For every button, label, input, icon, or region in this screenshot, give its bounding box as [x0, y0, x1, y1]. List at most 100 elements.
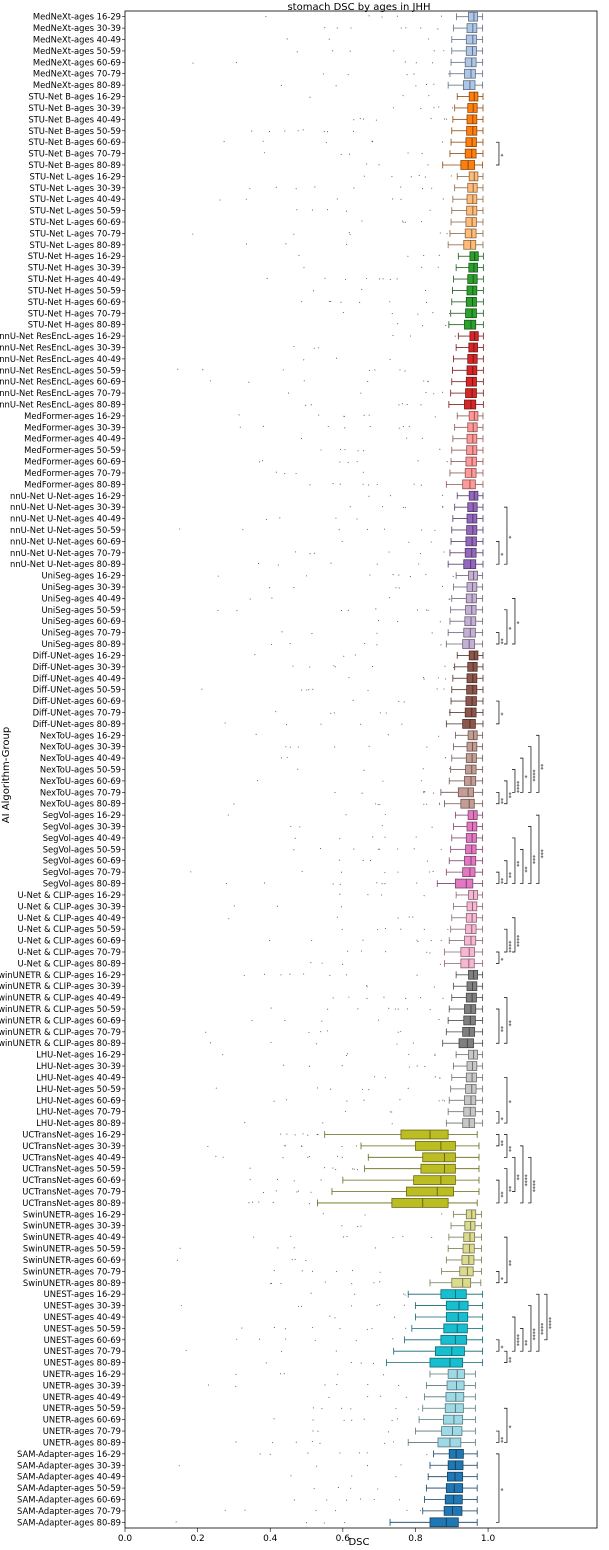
outlier-point [353, 848, 355, 850]
outlier-point [448, 73, 450, 75]
bracket-line [495, 1134, 500, 1147]
outlier-point [447, 928, 449, 930]
outlier-point [397, 848, 399, 850]
y-tick-label: MedNeXt-ages 40-49 [33, 35, 121, 45]
outlier-point [242, 529, 244, 531]
box-group [235, 1369, 476, 1379]
outlier-point [400, 1031, 402, 1033]
box [466, 821, 478, 832]
outlier-point [319, 847, 322, 850]
box-group [207, 1141, 480, 1151]
outlier-point [428, 95, 430, 97]
x-tick-label: 1.0 [481, 1534, 496, 1544]
outlier-point [243, 974, 245, 977]
outlier-point [433, 792, 435, 794]
significance-bracket: * [503, 506, 512, 565]
outlier-point [448, 312, 451, 315]
significance-label: ** [513, 1174, 520, 1180]
outlier-point [283, 1373, 285, 1375]
significance-label: * [497, 1117, 504, 1120]
y-tick-label: STU-Net L-ages 30-39 [30, 183, 121, 193]
outlier-point [332, 50, 334, 52]
outlier-point [280, 1373, 282, 1375]
significance-bracket: * [503, 1077, 512, 1124]
outlier-point [430, 117, 432, 120]
bracket-line [519, 1145, 524, 1204]
outlier-point [420, 484, 422, 486]
outlier-point [251, 130, 253, 132]
outlier-point [421, 152, 423, 154]
outlier-point [408, 1066, 410, 1068]
outlier-point [373, 1282, 375, 1284]
box [464, 707, 477, 718]
outlier-point [284, 130, 286, 132]
outlier-point [280, 84, 282, 87]
outlier-point [215, 1155, 217, 1157]
outlier-point [375, 119, 377, 121]
box-group [273, 1266, 482, 1277]
outlier-point [275, 1190, 277, 1192]
significance-label: * [497, 958, 504, 961]
significance-label: ** [497, 1192, 504, 1198]
outlier-point [382, 780, 384, 782]
outlier-point [280, 1282, 282, 1285]
outlier-point [420, 1510, 422, 1512]
y-tick-label: MedFormer-ages 40-49 [24, 434, 121, 444]
box-group [248, 1198, 478, 1208]
outlier-point [384, 836, 386, 838]
outlier-point [248, 381, 250, 383]
outlier-point [402, 1235, 404, 1238]
box-group [217, 604, 484, 615]
significance-bracket: *** [535, 814, 544, 884]
y-tick-label: STU-Net B-ages 80-89 [28, 160, 121, 170]
outlier-point [286, 38, 288, 40]
outlier-point [403, 1304, 406, 1306]
bracket-line [503, 860, 508, 884]
outlier-point [431, 187, 433, 189]
box [466, 981, 478, 992]
outlier-point [423, 677, 425, 679]
box-group [228, 912, 484, 923]
box [451, 1277, 472, 1288]
box [468, 969, 478, 980]
y-tick-label: nnU-Net U-Net-ages 16-29 [10, 491, 121, 501]
box-group [295, 547, 484, 558]
outlier-point [269, 587, 271, 589]
outlier-point [224, 722, 226, 724]
y-tick-label: UNEST-ages 70-79 [44, 1346, 121, 1356]
box-group [244, 1118, 484, 1128]
outlier-point [372, 836, 374, 838]
outlier-point [345, 814, 347, 816]
box-group [374, 1072, 484, 1083]
box-group [265, 1357, 484, 1368]
outlier-point [351, 1305, 353, 1307]
outlier-point [442, 198, 444, 200]
outlier-point [420, 221, 423, 223]
box-group [273, 1095, 484, 1106]
box [468, 91, 479, 102]
box [466, 673, 478, 684]
y-tick-label: STU-Net H-ages 60-69 [28, 297, 121, 307]
outlier-point [392, 335, 394, 337]
outlier-point [315, 1510, 317, 1512]
y-tick-label: MedFormer-ages 16-29 [24, 411, 121, 421]
outlier-point [178, 1465, 180, 1467]
y-tick-label: MedFormer-ages 50-59 [24, 445, 121, 455]
outlier-point [312, 1407, 314, 1409]
outlier-point [282, 369, 284, 371]
y-tick-label: U-Net & CLIP-ages 80-89 [17, 958, 121, 968]
y-tick-label: UNEST-ages 40-49 [44, 1312, 121, 1322]
box [465, 217, 477, 227]
y-tick-label: SwinUNETR & CLIP-ages 40-49 [0, 993, 121, 1003]
outlier-point [418, 174, 420, 177]
outlier-point [245, 198, 247, 200]
outlier-point [305, 1259, 307, 1262]
outlier-point [378, 619, 380, 622]
outlier-point [225, 882, 227, 885]
bracket-line [495, 541, 500, 565]
box-group [301, 297, 484, 307]
outlier-point [209, 1042, 211, 1044]
y-tick-label: UNEST-ages 16-29 [44, 1289, 121, 1299]
outlier-point [311, 633, 313, 635]
